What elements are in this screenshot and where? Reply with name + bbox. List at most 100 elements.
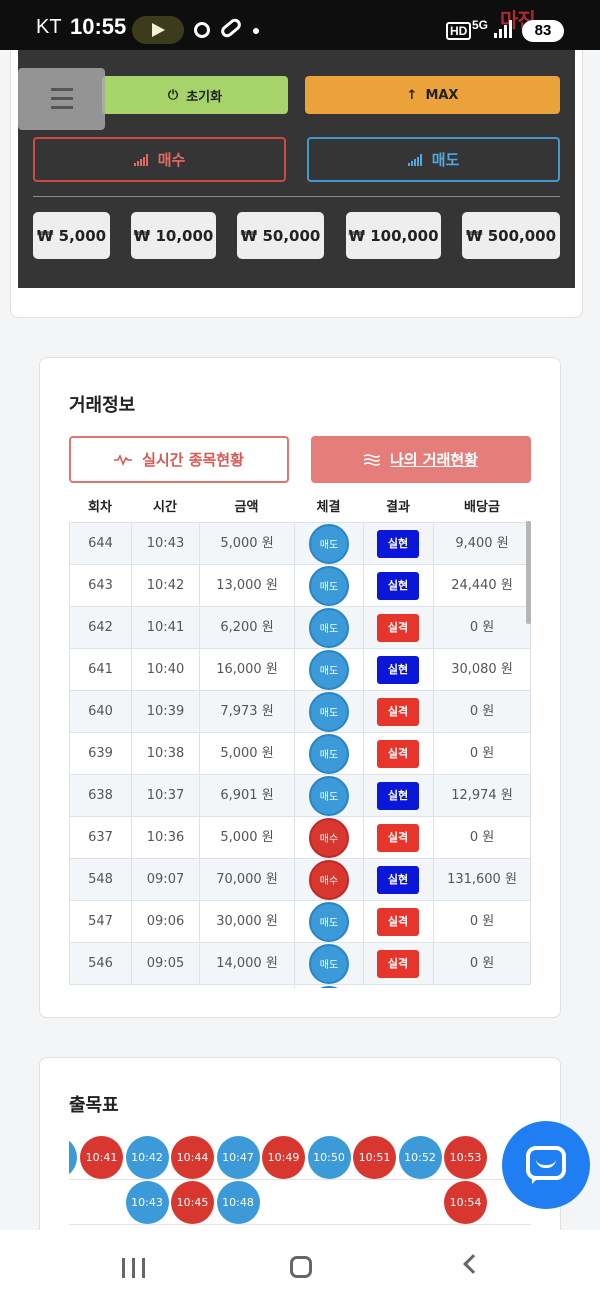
result-cell: 실격 xyxy=(363,817,433,859)
max-label: MAX xyxy=(425,87,459,103)
time-cell: 10:37 xyxy=(131,775,199,817)
recent-apps-icon[interactable] xyxy=(122,1258,146,1278)
clock: 10:55 xyxy=(70,14,127,39)
menu-button[interactable] xyxy=(18,68,105,130)
amount-cell: 14,000 원 xyxy=(199,943,294,985)
table-row: 643 10:42 13,000 원 매도 실현 24,440 원 xyxy=(69,564,531,607)
buy-button[interactable]: 매수 xyxy=(33,137,286,182)
amount-button-10000[interactable]: ₩ 10,000 xyxy=(131,212,216,259)
amount-button-50000[interactable]: ₩ 50,000 xyxy=(237,212,324,259)
round-cell: 642 xyxy=(69,607,131,649)
pill-icon xyxy=(218,16,244,40)
amount-button-500000[interactable]: ₩ 500,000 xyxy=(462,212,560,259)
home-icon[interactable] xyxy=(290,1256,312,1278)
column-header-round: 회차 xyxy=(88,500,112,515)
result-ball: 10:41 xyxy=(80,1136,123,1179)
side-badge: 매도 xyxy=(309,692,349,732)
side-badge: 매도 xyxy=(309,776,349,816)
payout-cell: 0 원 xyxy=(433,943,531,985)
chrome-icon xyxy=(194,22,210,38)
side-badge: 매도 xyxy=(309,566,349,606)
side-badge: 매도 xyxy=(309,524,349,564)
result-cell: 실현 xyxy=(363,523,433,565)
result-ball: 10:47 xyxy=(216,1136,260,1179)
back-icon[interactable] xyxy=(463,1254,483,1274)
tab-live-status[interactable]: 실시간 종목현황 xyxy=(69,436,289,483)
result-board-title: 출목표 xyxy=(69,1095,119,1116)
result-ball: 10:52 xyxy=(398,1136,442,1179)
result-cell: 실현 xyxy=(363,775,433,817)
column-header-side: 체결 xyxy=(316,500,341,515)
reset-button[interactable]: ⏻ 초기화 xyxy=(102,76,288,114)
payout-cell: 0 원 xyxy=(433,733,531,775)
side-cell: 매도 xyxy=(294,565,363,607)
sell-button[interactable]: 매도 xyxy=(307,137,560,182)
result-badge: 실격 xyxy=(377,908,419,936)
round-cell: 639 xyxy=(69,733,131,775)
result-cell: 실격 xyxy=(363,733,433,775)
amount-cell: 6,901 원 xyxy=(199,775,294,817)
result-cell: 실격 xyxy=(363,607,433,649)
result-badge: 실현 xyxy=(377,572,419,600)
result-ball-partial xyxy=(69,1136,77,1179)
table-row: 642 10:41 6,200 원 매도 실격 0 원 xyxy=(69,606,531,649)
round-cell: 548 xyxy=(69,859,131,901)
system-nav-bar xyxy=(0,1230,600,1300)
result-ball: 10:51 xyxy=(353,1136,396,1179)
result-badge: 실격 xyxy=(377,740,419,768)
round-cell: 638 xyxy=(69,775,131,817)
max-button[interactable]: ↑ MAX xyxy=(305,76,560,114)
time-cell: 10:43 xyxy=(131,523,199,565)
amount-button-5000[interactable]: ₩ 5,000 xyxy=(33,212,110,259)
chat-button[interactable] xyxy=(502,1121,590,1209)
side-badge: 매도 xyxy=(309,944,349,984)
side-cell: 매도 xyxy=(294,943,363,985)
table-scrollbar[interactable] xyxy=(526,521,531,624)
result-cell: 실현 xyxy=(363,859,433,901)
result-badge: 실현 xyxy=(377,530,419,558)
signal-icon xyxy=(494,20,512,38)
column-header-time: 시간 xyxy=(153,500,177,515)
table-row: 644 10:43 5,000 원 매도 실현 9,400 원 xyxy=(69,522,531,565)
round-cell: 547 xyxy=(69,901,131,943)
trade-table[interactable]: 회차 시간 금액 체결 결과 배당금 644 10:43 5,000 원 매도 실현 9,… xyxy=(69,498,531,988)
column-header-payout: 배당금 xyxy=(464,500,500,515)
time-cell: 10:42 xyxy=(131,565,199,607)
table-row: 548 09:07 70,000 원 매수 실현 131,600 원 xyxy=(69,858,531,901)
side-badge: 매도 xyxy=(309,734,349,774)
payout-cell: 0 원 xyxy=(433,817,531,859)
table-row: 637 10:36 5,000 원 매수 실격 0 원 xyxy=(69,816,531,859)
trade-info-title: 거래정보 xyxy=(69,395,136,416)
amount-cell: 13,000 원 xyxy=(199,565,294,607)
pulse-icon xyxy=(114,453,133,466)
round-cell: 643 xyxy=(69,565,131,607)
table-row: 641 10:40 16,000 원 매도 실현 30,080 원 xyxy=(69,648,531,691)
reset-label: 초기화 xyxy=(186,89,223,105)
round-cell: 637 xyxy=(69,817,131,859)
buy-label: 매수 xyxy=(157,151,186,169)
side-cell: 매도 xyxy=(294,901,363,943)
amount-cell: 5,000 원 xyxy=(199,523,294,565)
table-row: 547 09:06 30,000 원 매도 실격 0 원 xyxy=(69,900,531,943)
arrow-up-icon: ↑ xyxy=(406,87,418,103)
side-badge: 매도 xyxy=(309,608,349,648)
time-cell: 10:39 xyxy=(131,691,199,733)
result-ball: 10:42 xyxy=(125,1136,169,1179)
side-badge: 매도 xyxy=(309,650,349,690)
time-cell: 09:06 xyxy=(131,901,199,943)
payout-cell: 9,400 원 xyxy=(433,523,531,565)
tab-my-trades[interactable]: 나의 거래현황 xyxy=(311,436,531,483)
amount-cell: 6,200 원 xyxy=(199,607,294,649)
amount-cell: 30,000 원 xyxy=(199,901,294,943)
table-row: 546 09:05 14,000 원 매도 실격 0 원 xyxy=(69,942,531,985)
network-type: 5G xyxy=(472,18,489,32)
round-cell: 640 xyxy=(69,691,131,733)
side-badge xyxy=(309,986,349,988)
result-cell: 실현 xyxy=(363,649,433,691)
result-badge: 실현 xyxy=(377,656,419,684)
time-cell: 09:05 xyxy=(131,943,199,985)
amount-cell: 5,000 원 xyxy=(199,733,294,775)
payout-cell: 0 원 xyxy=(433,607,531,649)
amount-button-100000[interactable]: ₩ 100,000 xyxy=(346,212,441,259)
amount-cell: 7,973 원 xyxy=(199,691,294,733)
